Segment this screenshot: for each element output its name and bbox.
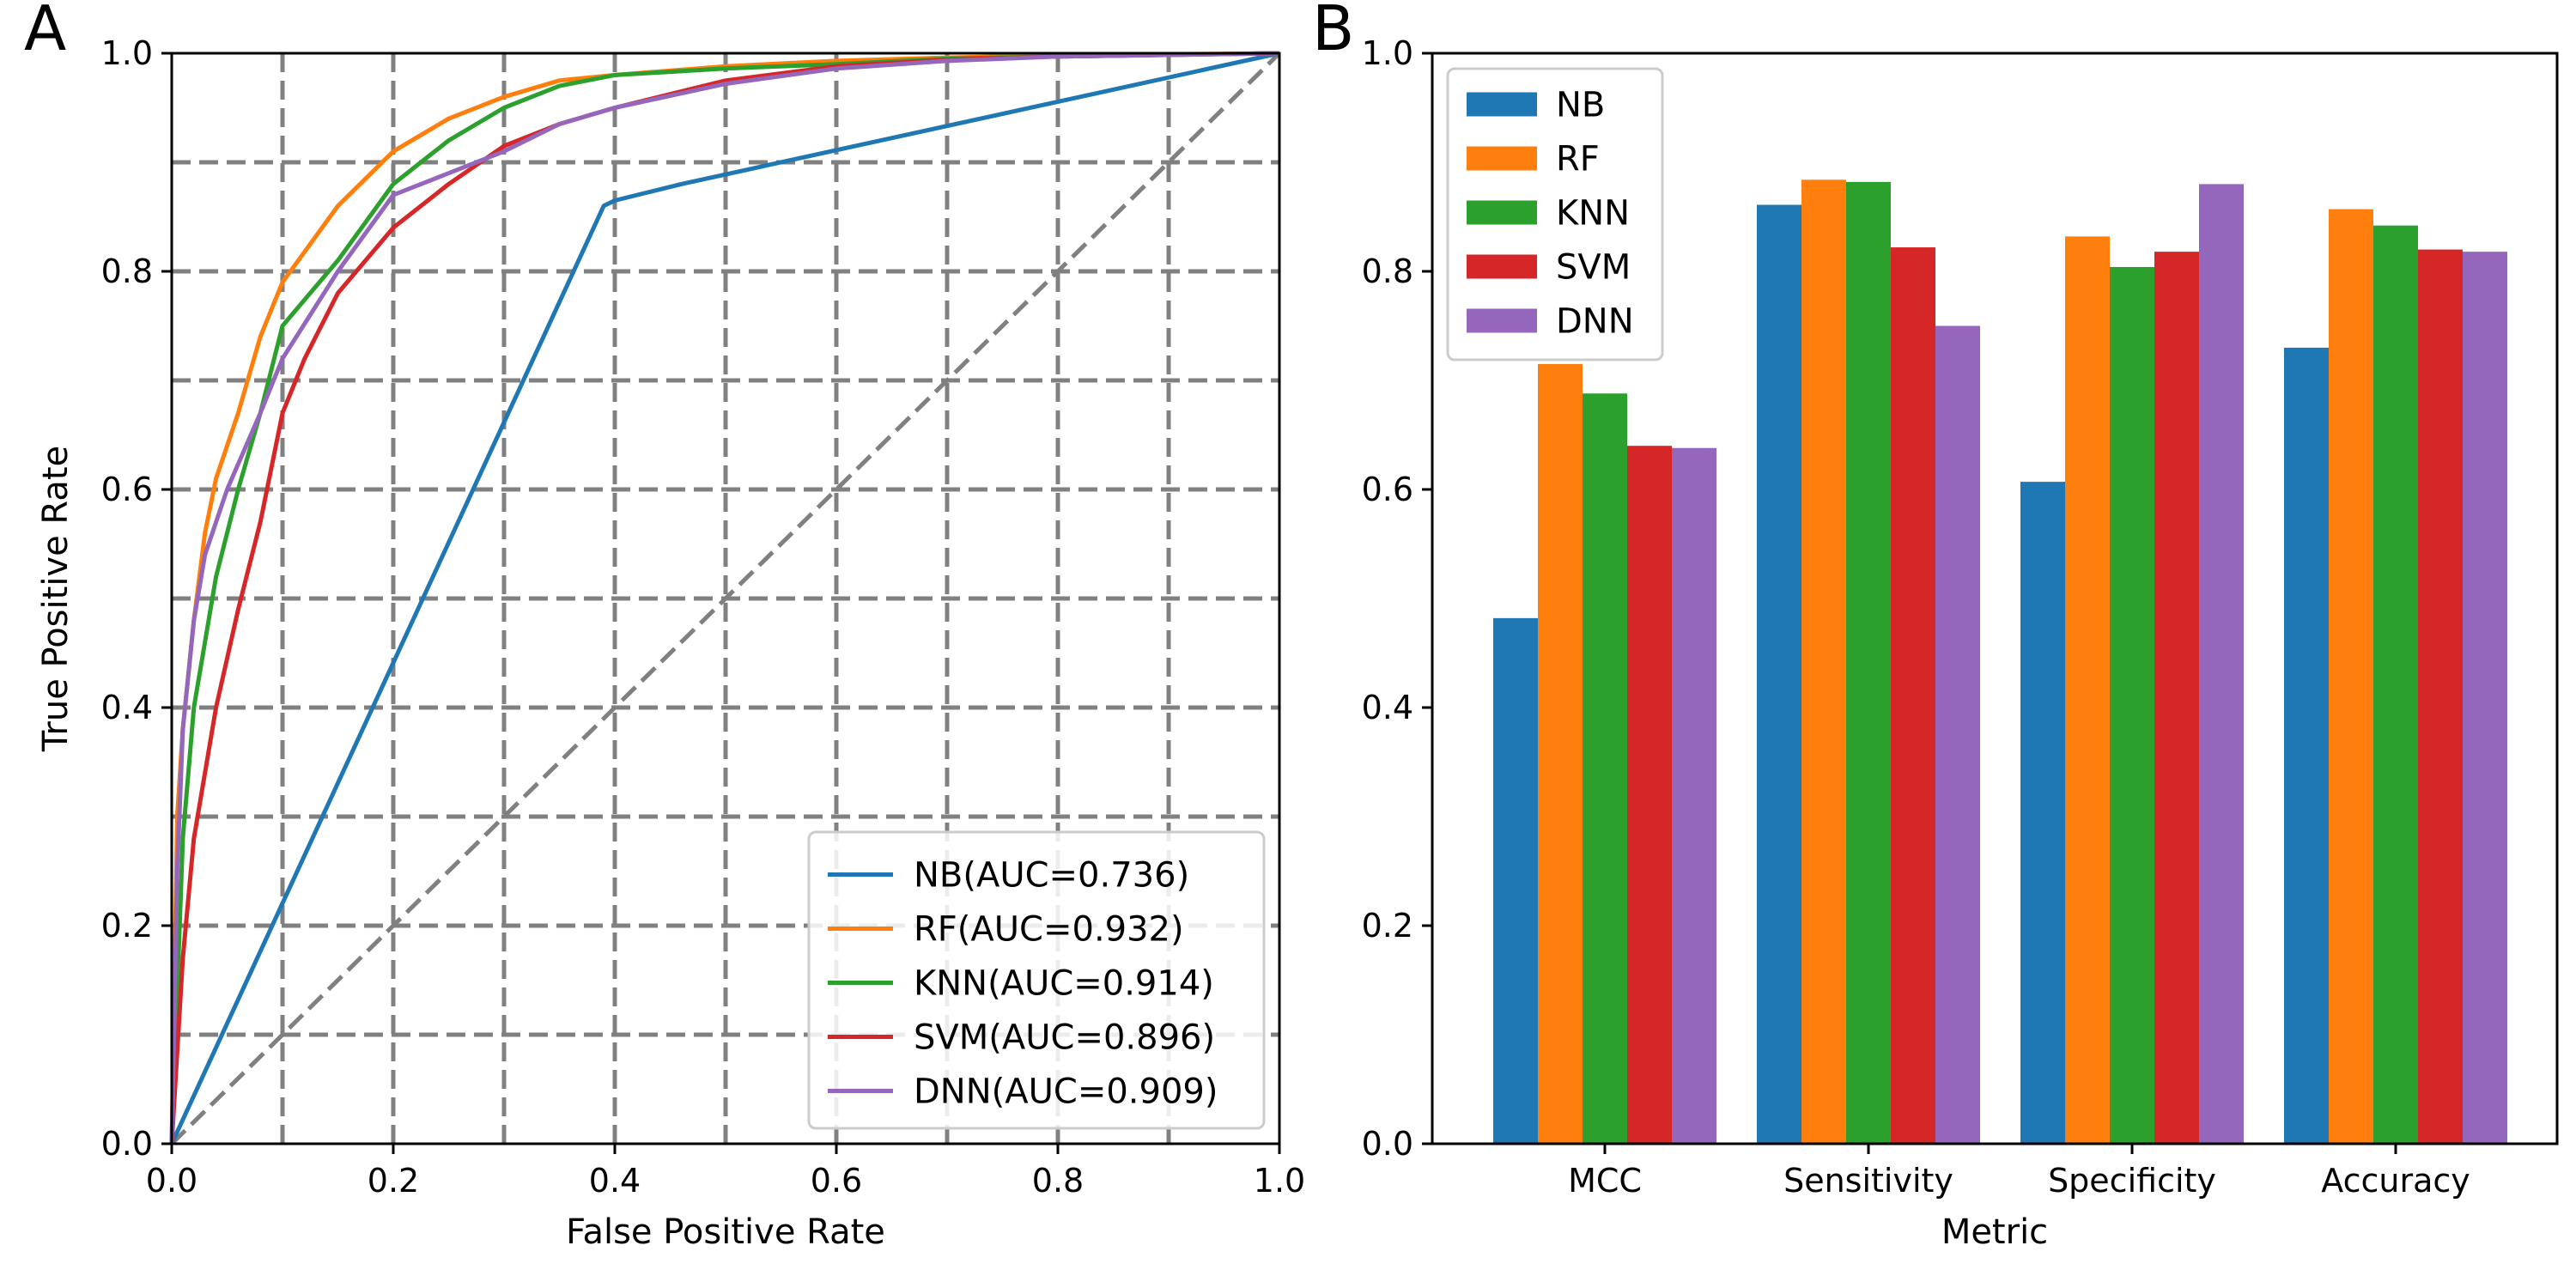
roc-legend-label: KNN(AUC=0.914) <box>914 964 1214 1004</box>
roc-plot-frame <box>170 52 1281 1145</box>
roc-y-tick-label: 0.8 <box>101 252 153 290</box>
roc-y-tick-label: 0.6 <box>101 471 153 508</box>
bar-y-tick-label: 0.2 <box>1362 907 1413 945</box>
bar-dnn-mcc <box>1672 447 1716 1144</box>
metric-bar-panel: B MCC Sensitivity Specificity Accuracy 0.00… <box>1312 0 2559 1252</box>
roc-legend-label: DNN(AUC=0.909) <box>914 1072 1218 1112</box>
roc-legend-box <box>807 830 1266 1130</box>
bar-legend-swatch <box>1467 254 1537 279</box>
metric-bars <box>1493 179 2507 1145</box>
roc-curve-dnn <box>169 51 1280 1145</box>
roc-x-ticks: 0.0 0.2 0.4 0.6 0.8 1.0 <box>146 1144 1305 1200</box>
bar-legend-label: NB <box>1556 86 1605 125</box>
bar-legend-swatch <box>1467 92 1537 117</box>
roc-x-tick-label: 0.0 <box>146 1162 197 1200</box>
bar-svm-accuracy <box>2418 249 2463 1145</box>
bar-rf-accuracy <box>2329 209 2373 1145</box>
bar-legend-swatch <box>1467 146 1537 171</box>
roc-diagonal-reference <box>170 52 1281 1145</box>
panel-letter-a: A <box>24 0 66 64</box>
roc-curve-nb <box>169 51 1280 1145</box>
roc-x-axis-label: False Positive Rate <box>566 1212 885 1252</box>
roc-panel: A 0.0 0.2 0.4 0.6 0.8 1.0 0.00.20.40.60.81.0 … <box>24 0 1305 1252</box>
bar-legend-label: DNN <box>1556 302 1634 342</box>
bar-legend-box <box>1446 67 1664 361</box>
bar-nb-accuracy <box>2284 347 2329 1144</box>
bar-svm-mcc <box>1627 446 1672 1144</box>
panel-letter-b: B <box>1312 0 1354 64</box>
roc-y-tick-label: 0.0 <box>101 1125 153 1163</box>
bar-knn-mcc <box>1583 393 1627 1144</box>
roc-x-tick-label: 1.0 <box>1254 1162 1305 1200</box>
bar-y-tick-label: 0.4 <box>1362 689 1413 726</box>
bar-nb-specificity <box>2020 482 2065 1144</box>
roc-legend-label: RF(AUC=0.932) <box>914 910 1184 950</box>
bar-svm-specificity <box>2154 252 2199 1144</box>
roc-x-tick-label: 0.6 <box>811 1162 862 1200</box>
bar-y-ticks: 0.0 0.2 0.4 0.6 0.8 1.0 <box>1362 34 1432 1163</box>
roc-y-axis-label: True Positive Rate <box>36 446 76 752</box>
bar-knn-specificity <box>2110 266 2154 1144</box>
roc-y-tick-label: 1.0 <box>101 34 153 72</box>
bar-dnn-sensitivity <box>1935 325 1980 1144</box>
roc-legend-label: SVM(AUC=0.896) <box>914 1018 1215 1058</box>
bar-y-tick-label: 0.6 <box>1362 471 1413 508</box>
bar-legend: NB RF KNN SVM DNN <box>1446 67 1664 361</box>
bar-dnn-specificity <box>2199 184 2244 1144</box>
roc-x-tick-label: 0.4 <box>589 1162 641 1200</box>
bar-legend-label: KNN <box>1556 194 1630 234</box>
roc-y-tick-label: 0.2 <box>101 907 153 945</box>
bar-nb-sensitivity <box>1757 204 1801 1144</box>
roc-curve-svm <box>169 51 1280 1145</box>
roc-x-tick-label: 0.8 <box>1032 1162 1084 1200</box>
bar-y-tick-label: 0.0 <box>1362 1125 1413 1163</box>
bar-legend-label: RF <box>1556 140 1600 179</box>
bar-y-tick-label: 1.0 <box>1362 34 1413 72</box>
bar-knn-accuracy <box>2373 225 2418 1144</box>
bar-legend-label: SVM <box>1556 248 1631 288</box>
bar-x-ticks: MCC Sensitivity Specificity Accuracy <box>1568 1144 2470 1200</box>
bar-nb-mcc <box>1493 617 1538 1144</box>
bar-legend-swatch <box>1467 200 1537 225</box>
bar-x-axis-label: Metric <box>1941 1212 2048 1252</box>
bar-rf-specificity <box>2065 236 2110 1144</box>
bar-dnn-accuracy <box>2463 252 2507 1144</box>
bar-plot-frame <box>1431 52 2559 1145</box>
bar-svm-sensitivity <box>1891 247 1935 1144</box>
roc-legend: NB(AUC=0.736) RF(AUC=0.932) KNN(AUC=0.914)… <box>807 830 1266 1130</box>
roc-legend-label: NB(AUC=0.736) <box>914 856 1189 896</box>
bar-x-tick-label: Accuracy <box>2321 1162 2470 1200</box>
bar-x-tick-label: MCC <box>1568 1162 1642 1200</box>
bar-x-tick-label: Sensitivity <box>1783 1162 1953 1200</box>
roc-curves <box>169 51 1280 1145</box>
roc-x-tick-label: 0.2 <box>368 1162 419 1200</box>
roc-y-ticks: 0.0 0.2 0.4 0.6 0.8 1.0 <box>101 34 172 1163</box>
bar-knn-sensitivity <box>1846 181 1891 1145</box>
roc-y-tick-label: 0.4 <box>101 689 153 726</box>
bar-rf-mcc <box>1538 363 1583 1144</box>
bar-x-tick-label: Specificity <box>2048 1162 2216 1200</box>
bar-rf-sensitivity <box>1801 179 1846 1144</box>
bar-legend-swatch <box>1467 308 1537 333</box>
bar-y-tick-label: 0.8 <box>1362 252 1413 290</box>
